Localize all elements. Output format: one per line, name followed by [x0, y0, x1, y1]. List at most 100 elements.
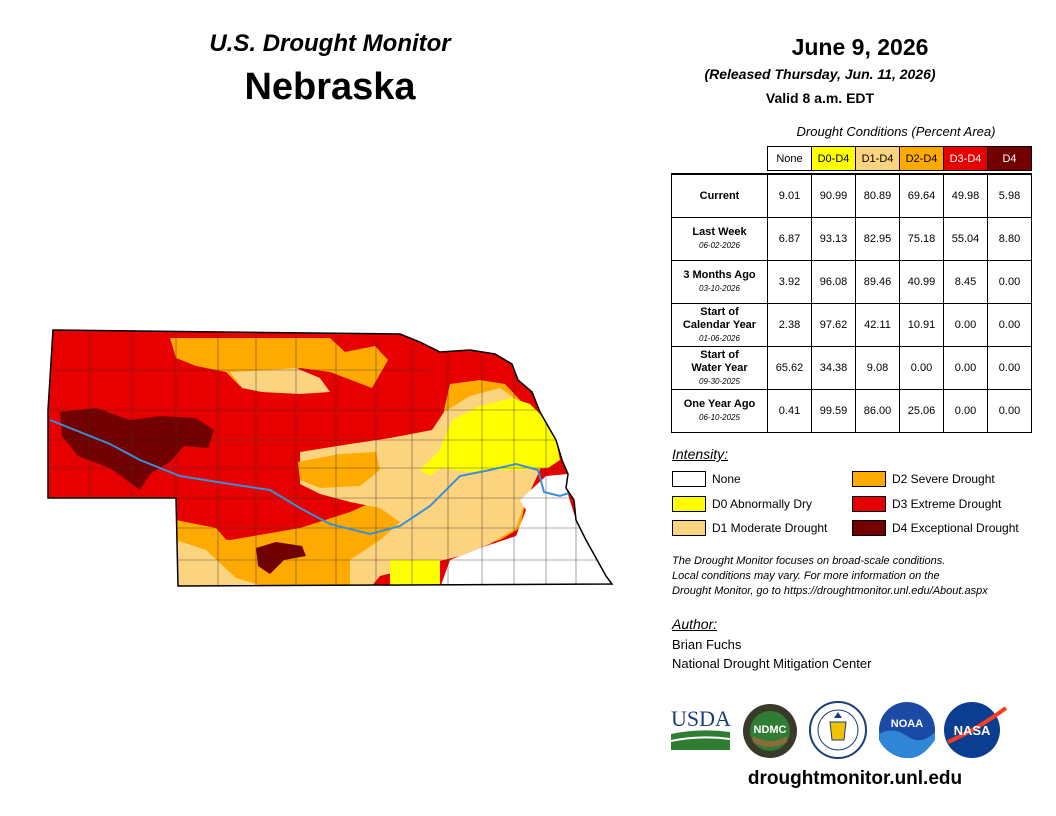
table-row: Start of Water Year 09-30-2025 65.62 34.38 9.… [671, 346, 1032, 390]
table-cell: 0.00 [899, 346, 944, 390]
legend-label: D1 Moderate Drought [712, 521, 828, 535]
legend-label: None [712, 472, 741, 486]
note-line[interactable]: Drought Monitor, go to https://droughtmo… [672, 585, 988, 597]
state-title: Nebraska [244, 66, 416, 108]
release-date: (Released Thursday, Jun. 11, 2026) [704, 66, 936, 82]
note-line: The Drought Monitor focuses on broad-sca… [672, 555, 946, 567]
table-cell: 65.62 [767, 346, 812, 390]
table-corner [672, 147, 768, 171]
table-row: Start of Calendar Year 01-06-2026 2.38 97.62… [671, 303, 1032, 347]
row-label: Start of Calendar Year 01-06-2026 [671, 303, 768, 347]
legend-swatch [852, 496, 886, 512]
table-cell: 86.00 [855, 389, 900, 433]
table-row: 3 Months Ago 03-10-2026 3.92 96.08 89.46 40.9… [671, 260, 1032, 304]
state-border [47, 329, 614, 587]
table-cell: 82.95 [855, 217, 900, 261]
platte-river [49, 419, 573, 536]
table-cell: 25.06 [899, 389, 944, 433]
row-date: 01-06-2026 [699, 333, 740, 343]
row-label: Last Week 06-02-2026 [671, 217, 768, 261]
table-cell: 42.11 [855, 303, 900, 347]
row-date: 06-10-2025 [699, 413, 740, 422]
table-cell: 5.98 [987, 173, 1032, 218]
legend-item-d0: D0 Abnormally Dry [672, 496, 812, 512]
svg-text:USDA: USDA [671, 706, 731, 731]
table-cell: 49.98 [943, 173, 988, 218]
row-label-line1: Start of [700, 348, 739, 361]
svg-text:NDMC: NDMC [754, 724, 787, 736]
author-heading: Author: [672, 616, 718, 632]
table-cell: 89.46 [855, 260, 900, 304]
table-cell: 0.00 [943, 346, 988, 390]
table-cell: 99.59 [811, 389, 856, 433]
row-date: 03-10-2026 [699, 284, 740, 293]
table-row: One Year Ago 06-10-2025 0.41 99.59 86.00 25.0… [671, 389, 1032, 433]
valid-time: Valid 8 a.m. EDT [765, 90, 875, 106]
legend-label: D2 Severe Drought [892, 472, 995, 486]
d0-region-south [390, 560, 440, 586]
drought-conditions-table: None D0-D4 D1-D4 D2-D4 D3-D4 D4 Current 9… [671, 146, 1032, 433]
legend-label: D3 Extreme Drought [892, 497, 1002, 511]
usda-logo: USDA [671, 706, 731, 750]
table-row: Last Week 06-02-2026 6.87 93.13 82.95 75.18 55… [671, 217, 1032, 261]
legend-item-d4: D4 Exceptional Drought [852, 520, 1019, 536]
row-label-line2: Water Year [691, 361, 748, 374]
column-header-d0-d4: D0-D4 [811, 146, 856, 171]
d4-region-panhandle [60, 408, 214, 490]
svg-text:NOAA: NOAA [891, 718, 923, 730]
nebraska-drought-map [47, 329, 614, 587]
table-cell: 9.01 [767, 173, 812, 218]
table-cell: 96.08 [811, 260, 856, 304]
table-cell: 10.91 [899, 303, 944, 347]
website-url[interactable]: droughtmonitor.unl.edu [747, 768, 963, 789]
d4-region-south [256, 542, 306, 574]
row-date: 09-30-2025 [699, 376, 740, 386]
column-header-d3-d4: D3-D4 [943, 146, 988, 171]
table-cell: 69.64 [899, 173, 944, 218]
table-cell: 3.92 [767, 260, 812, 304]
legend-swatch [672, 471, 706, 487]
row-label-line1: Start of [700, 305, 739, 318]
legend-item-none: None [672, 471, 741, 487]
d2-region-central [298, 452, 380, 488]
column-header-d1-d4: D1-D4 [855, 146, 900, 171]
legend-swatch [852, 471, 886, 487]
column-header-none: None [767, 146, 812, 171]
doc-seal-logo [809, 701, 867, 759]
table-cell: 6.87 [767, 217, 812, 261]
table-cell: 9.08 [855, 346, 900, 390]
row-label-line1: Last Week [692, 226, 747, 238]
table-cell: 0.00 [987, 303, 1032, 347]
svg-text:NASA: NASA [954, 723, 991, 738]
table-cell: 0.00 [987, 346, 1032, 390]
row-label-line1: One Year Ago [683, 398, 756, 410]
column-header-d2-d4: D2-D4 [899, 146, 944, 171]
row-label: Start of Water Year 09-30-2025 [671, 346, 768, 390]
legend-swatch [672, 520, 706, 536]
column-header-d4: D4 [987, 146, 1032, 171]
row-label: 3 Months Ago 03-10-2026 [671, 260, 768, 304]
legend-item-d1: D1 Moderate Drought [672, 520, 827, 536]
row-label-line1: 3 Months Ago [683, 269, 756, 281]
legend-label: D0 Abnormally Dry [712, 497, 813, 511]
table-header-row: None D0-D4 D1-D4 D2-D4 D3-D4 D4 [672, 146, 1032, 171]
table-cell: 0.41 [767, 389, 812, 433]
legend-item-d3: D3 Extreme Drought [852, 496, 1001, 512]
legend-label: D4 Exceptional Drought [892, 521, 1019, 535]
table-cell: 0.00 [987, 389, 1032, 433]
legend-swatch [672, 496, 706, 512]
table-row: Current 9.01 90.99 80.89 69.64 49.98 5.98 [671, 173, 1032, 218]
row-label-line1: Current [699, 189, 740, 202]
d0-region-northeast [420, 398, 560, 476]
table-cell: 55.04 [943, 217, 988, 261]
map-subtitle: U.S. Drought Monitor [209, 30, 451, 57]
table-cell: 0.00 [943, 389, 988, 433]
row-label-line2: Calendar Year [682, 318, 757, 331]
table-cell: 80.89 [855, 173, 900, 218]
table-cell: 75.18 [899, 217, 944, 261]
d1-region-southwest [176, 540, 270, 586]
author-organization: National Drought Mitigation Center [672, 656, 872, 671]
table-cell: 34.38 [811, 346, 856, 390]
nasa-logo: NASA [944, 702, 1008, 758]
legend-swatch [852, 520, 886, 536]
